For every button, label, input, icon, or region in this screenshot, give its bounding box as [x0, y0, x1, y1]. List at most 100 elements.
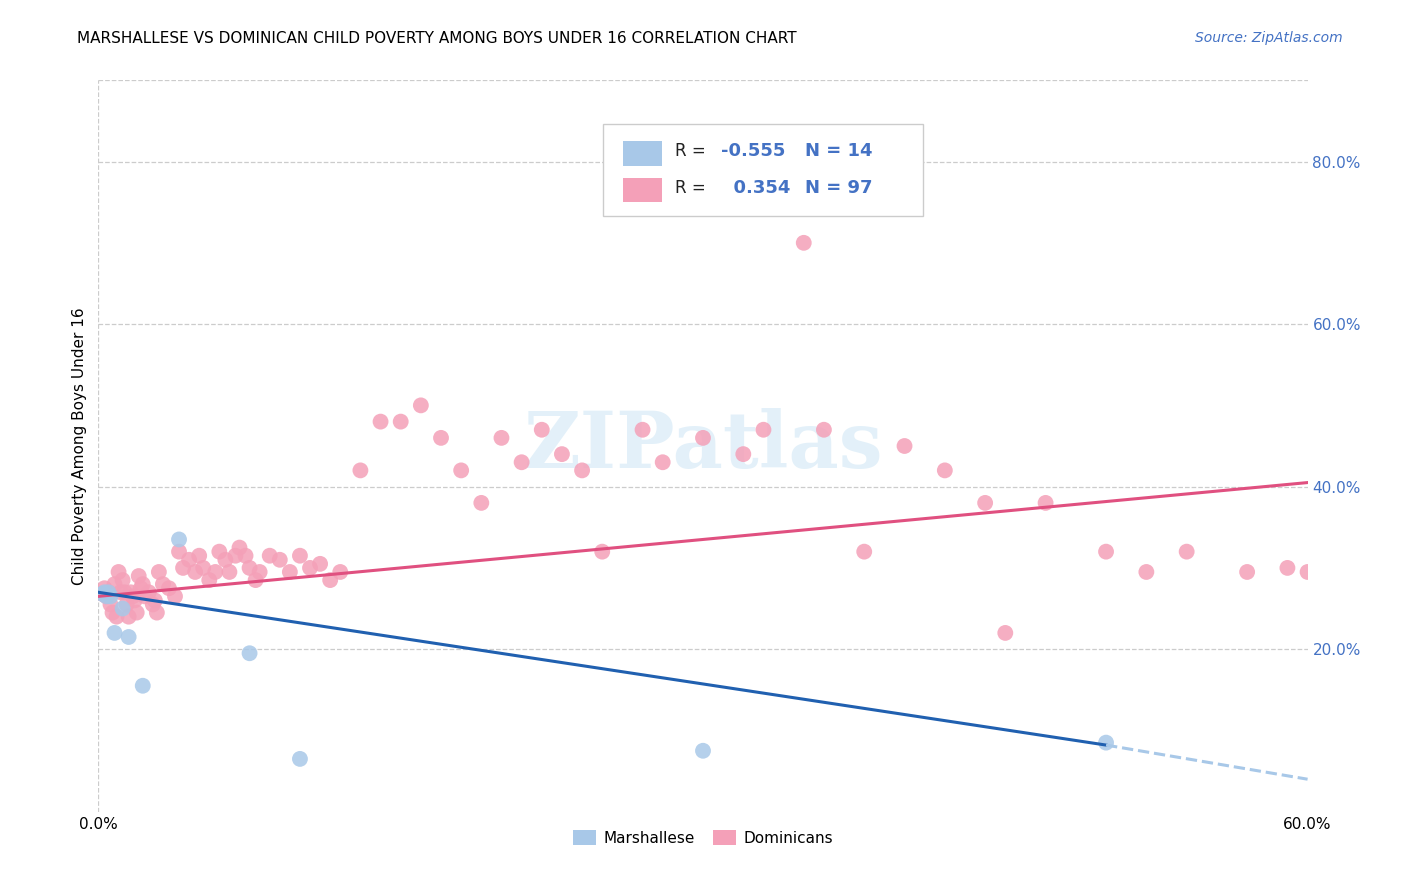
Point [228, 541, 250, 555]
Point [288, 549, 311, 563]
Point [128, 569, 150, 583]
Point [96, 590, 118, 604]
Point [430, 431, 453, 445]
Point [752, 423, 775, 437]
Point [148, 565, 170, 579]
Point [146, 606, 169, 620]
Point [813, 423, 835, 437]
Point [121, 590, 143, 604]
Point [193, 561, 215, 575]
Point [96, 590, 118, 604]
Text: Source: ZipAtlas.com: Source: ZipAtlas.com [1195, 31, 1343, 45]
Point [309, 557, 332, 571]
Point [551, 447, 574, 461]
Point [93, 581, 115, 595]
Point [1135, 565, 1157, 579]
Point [129, 581, 152, 595]
Point [974, 496, 997, 510]
Point [1035, 496, 1057, 510]
Point [299, 561, 322, 575]
Point [409, 398, 432, 412]
Point [167, 544, 190, 558]
Point [118, 630, 141, 644]
Point [91, 587, 114, 601]
Point [204, 565, 226, 579]
Point [259, 549, 281, 563]
Point [692, 431, 714, 445]
Point [893, 439, 915, 453]
Point [124, 593, 146, 607]
Text: MARSHALLESE VS DOMINICAN CHILD POVERTY AMONG BOYS UNDER 16 CORRELATION CHART: MARSHALLESE VS DOMINICAN CHILD POVERTY A… [77, 31, 797, 46]
Point [125, 606, 148, 620]
Y-axis label: Child Poverty Among Boys Under 16: Child Poverty Among Boys Under 16 [72, 307, 87, 585]
Point [93, 585, 115, 599]
Point [152, 577, 174, 591]
Point [138, 585, 160, 599]
Point [793, 235, 815, 250]
Point [733, 447, 755, 461]
Point [208, 544, 231, 558]
Point [110, 585, 132, 599]
Text: R =: R = [675, 142, 711, 161]
Point [103, 626, 125, 640]
Point [101, 606, 124, 620]
Point [142, 598, 165, 612]
Point [134, 590, 156, 604]
Point [934, 463, 956, 477]
Point [115, 598, 138, 612]
Point [470, 496, 492, 510]
Point [591, 544, 613, 558]
Point [188, 549, 211, 563]
Text: R =: R = [675, 178, 711, 197]
Point [249, 565, 271, 579]
FancyBboxPatch shape [603, 124, 924, 216]
Point [491, 431, 513, 445]
Point [120, 585, 142, 599]
Point [278, 565, 301, 579]
Legend: Marshallese, Dominicans: Marshallese, Dominicans [567, 823, 839, 852]
FancyBboxPatch shape [623, 178, 662, 202]
Point [530, 423, 553, 437]
Point [370, 415, 392, 429]
Point [111, 601, 134, 615]
Text: -0.555: -0.555 [721, 142, 786, 161]
Point [1095, 544, 1118, 558]
Point [269, 553, 291, 567]
Point [97, 585, 120, 599]
Point [218, 565, 240, 579]
Point [100, 590, 122, 604]
Point [132, 679, 155, 693]
Text: N = 97: N = 97 [804, 178, 872, 197]
Point [1236, 565, 1258, 579]
Point [288, 752, 311, 766]
Point [239, 646, 262, 660]
Point [1277, 561, 1299, 575]
Point [853, 544, 876, 558]
Point [389, 415, 412, 429]
Point [163, 590, 186, 604]
Point [329, 565, 352, 579]
Point [97, 585, 120, 599]
Point [132, 577, 155, 591]
Point [114, 585, 136, 599]
Point [107, 565, 129, 579]
Point [111, 573, 134, 587]
Point [631, 423, 654, 437]
Point [100, 598, 122, 612]
Point [1175, 544, 1198, 558]
Text: 0.354: 0.354 [721, 178, 790, 197]
Point [1095, 736, 1118, 750]
Point [319, 573, 342, 587]
Point [235, 549, 257, 563]
Point [510, 455, 533, 469]
Point [118, 609, 141, 624]
Point [239, 561, 262, 575]
Point [571, 463, 593, 477]
Point [245, 573, 267, 587]
Point [450, 463, 472, 477]
Point [349, 463, 371, 477]
FancyBboxPatch shape [623, 141, 662, 166]
Point [91, 587, 114, 601]
Point [651, 455, 673, 469]
Point [143, 593, 166, 607]
